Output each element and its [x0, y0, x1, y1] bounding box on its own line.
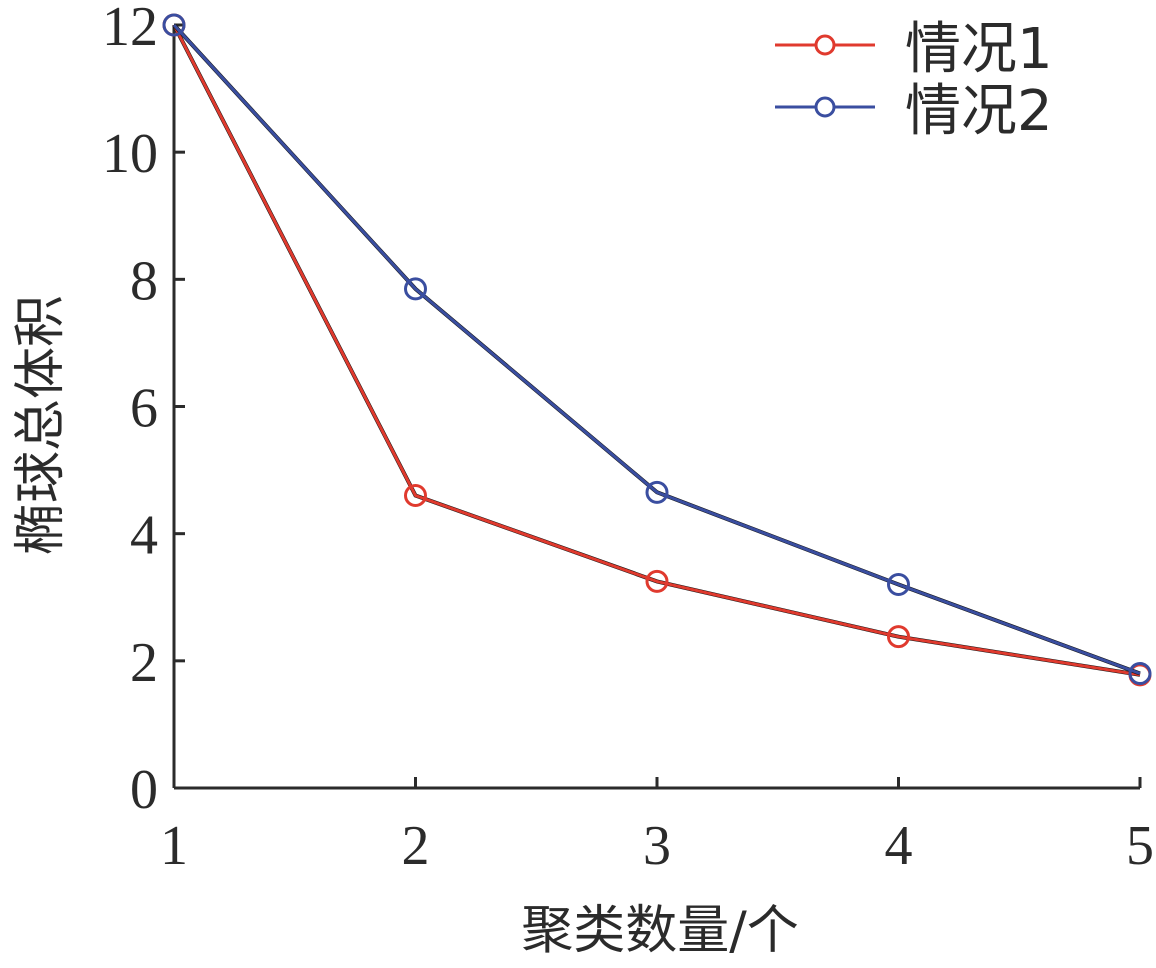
data-point-marker	[1128, 662, 1152, 686]
x-tick-label: 2	[402, 815, 430, 877]
data-point-marker	[887, 573, 910, 597]
x-tick-label: 3	[643, 815, 671, 877]
data-point-marker	[162, 13, 186, 37]
data-point-marker	[404, 277, 427, 301]
data-point-marker	[404, 484, 427, 508]
data-point-marker	[645, 569, 669, 593]
legend-label-1: 情况1	[905, 17, 1053, 82]
y-tick-label: 10	[102, 123, 158, 185]
y-tick-label: 2	[130, 632, 158, 694]
y-axis-title: 椭球总体积	[11, 295, 71, 555]
legend-marker-1	[814, 34, 836, 56]
y-tick-label: 12	[102, 0, 158, 58]
legend-marker-2	[814, 96, 836, 118]
x-tick-label: 4	[885, 815, 913, 877]
x-tick-label: 1	[160, 815, 188, 877]
series-line-2	[172, 23, 1141, 675]
data-point-marker	[645, 480, 669, 504]
y-tick-label: 4	[130, 505, 158, 567]
y-tick-label: 8	[130, 250, 158, 312]
y-tick-label: 0	[130, 759, 158, 821]
y-tick-label: 6	[130, 378, 158, 440]
x-tick-label: 5	[1126, 815, 1154, 877]
x-axis-title: 聚类数量/个	[521, 901, 799, 961]
legend-label-2: 情况2	[905, 79, 1053, 144]
series-layer	[162, 13, 1152, 687]
data-point-marker	[887, 625, 910, 649]
series-line-1	[172, 24, 1141, 677]
